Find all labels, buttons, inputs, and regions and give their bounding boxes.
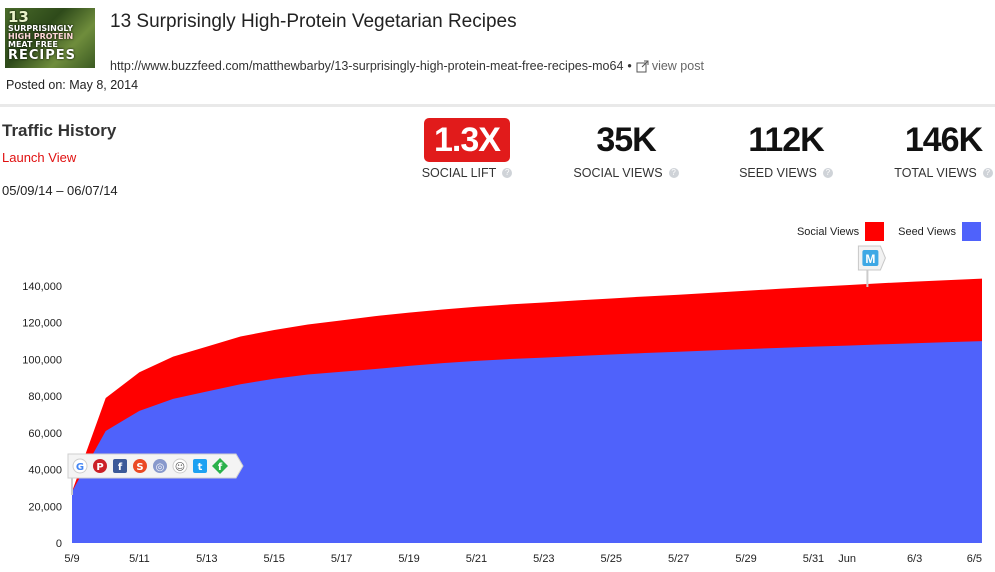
social-lift-value: 1.3X (424, 118, 510, 162)
external-link-icon[interactable] (636, 60, 649, 73)
x-tick-label: 5/17 (331, 553, 352, 565)
medium-icon: M (865, 252, 875, 266)
svg-text:P: P (96, 462, 103, 473)
feedly-icon[interactable]: f (212, 458, 228, 474)
svg-text:☺: ☺ (175, 462, 185, 473)
y-tick-label: 60,000 (28, 428, 62, 440)
thumbnail-line: RECIPES (8, 48, 77, 63)
x-tick-label: 5/19 (398, 553, 419, 565)
legend-swatch-seed (962, 222, 981, 241)
y-tick-label: 140,000 (22, 281, 62, 293)
x-tick-label: 5/13 (196, 553, 217, 565)
traffic-chart: 0 20,000 40,000 60,000 80,000 100,000 120,000 1… (22, 245, 982, 565)
svg-text:◎: ◎ (156, 462, 165, 473)
post-title[interactable]: 13 Surprisingly High-Protein Vegetarian … (110, 11, 517, 32)
y-tick-label: 20,000 (28, 501, 62, 513)
seed-views-metric: 112K SEED VIEWS? (736, 118, 836, 180)
date-range: 05/09/14 – 06/07/14 (2, 183, 118, 198)
social-lift-metric: 1.3X SOCIAL LIFT? (420, 118, 514, 180)
x-tick-label: 5/21 (466, 553, 487, 565)
social-views-metric: 35K SOCIAL VIEWS? (572, 118, 680, 180)
legend-item-social[interactable]: Social Views (796, 222, 885, 241)
help-icon[interactable]: ? (822, 168, 833, 178)
x-tick-label: 5/27 (668, 553, 689, 565)
total-views-value: 146K (904, 121, 983, 159)
thumbnail-line: MEAT FREE (8, 40, 58, 49)
y-tick-label: 120,000 (22, 318, 62, 330)
x-tick-label: 5/23 (533, 553, 554, 565)
svg-text:t: t (198, 462, 203, 473)
svg-text:G: G (76, 462, 84, 473)
y-tick-label: 40,000 (28, 465, 62, 477)
web-icon[interactable]: ◎ (153, 459, 167, 473)
traffic-history-title: Traffic History (2, 121, 117, 140)
x-tick-label: 6/3 (907, 553, 922, 565)
reddit-icon[interactable]: ☺ (172, 458, 188, 474)
help-icon[interactable]: ? (982, 168, 993, 178)
x-tick-label: 5/29 (735, 553, 756, 565)
stumbleupon-icon[interactable]: S (133, 459, 147, 473)
social-views-value: 35K (596, 121, 656, 159)
thumbnail-line: 13 (8, 8, 29, 26)
y-tick-label: 0 (56, 538, 62, 550)
facebook-icon[interactable]: f (113, 459, 127, 473)
view-post-link[interactable]: view post (651, 59, 704, 73)
thumbnail-line: SURPRISINGLY (8, 24, 74, 33)
post-url-row: http://www.buzzfeed.com/matthewbarby/13-… (110, 59, 704, 73)
pinterest-icon[interactable]: P (93, 459, 107, 473)
svg-text:f: f (118, 462, 123, 473)
series-area-seed-views (72, 341, 982, 543)
x-tick-label: 5/15 (264, 553, 285, 565)
seed-views-value: 112K (748, 121, 824, 159)
y-tick-label: 100,000 (22, 354, 62, 366)
x-tick-label: 5/9 (64, 553, 79, 565)
post-url-link[interactable]: http://www.buzzfeed.com/matthewbarby/13-… (110, 59, 624, 73)
legend-item-seed[interactable]: Seed Views (898, 222, 981, 241)
x-tick-label: 5/31 (803, 553, 824, 565)
x-tick-label: 5/11 (129, 553, 150, 565)
x-tick-label: 6/5 (967, 553, 982, 565)
legend-swatch-social (865, 222, 885, 241)
posted-date: Posted on: May 8, 2014 (6, 78, 139, 92)
medium-marker-flag[interactable]: M (857, 245, 886, 271)
chart-legend: Social Views Seed Views (783, 222, 981, 241)
x-tick-label: 5/25 (601, 553, 622, 565)
total-views-label: TOTAL VIEWS (894, 166, 977, 180)
svg-text:f: f (218, 462, 223, 473)
separator: • (627, 59, 632, 73)
y-tick-label: 80,000 (28, 391, 62, 403)
twitter-icon[interactable]: t (193, 459, 207, 473)
thumbnail-caption: 13 SURPRISINGLY HIGH PROTEIN MEAT FREE R… (8, 8, 92, 63)
legend-label-seed: Seed Views (898, 225, 956, 238)
post-thumbnail: 13 SURPRISINGLY HIGH PROTEIN MEAT FREE R… (5, 8, 95, 68)
legend-label-social: Social Views (796, 225, 860, 238)
seed-views-label: SEED VIEWS (739, 166, 817, 180)
social-lift-label: SOCIAL LIFT (421, 166, 497, 180)
svg-text:S: S (136, 462, 143, 473)
total-views-metric: 146K TOTAL VIEWS? (892, 118, 995, 180)
help-icon[interactable]: ? (502, 168, 513, 178)
google-icon[interactable]: G (72, 458, 88, 474)
header-divider (0, 104, 995, 107)
thumbnail-line: HIGH PROTEIN (8, 32, 74, 41)
help-icon[interactable]: ? (668, 168, 679, 178)
launch-view-link[interactable]: Launch View (2, 150, 77, 165)
social-views-label: SOCIAL VIEWS (573, 166, 663, 180)
x-tick-label: Jun (838, 553, 856, 565)
